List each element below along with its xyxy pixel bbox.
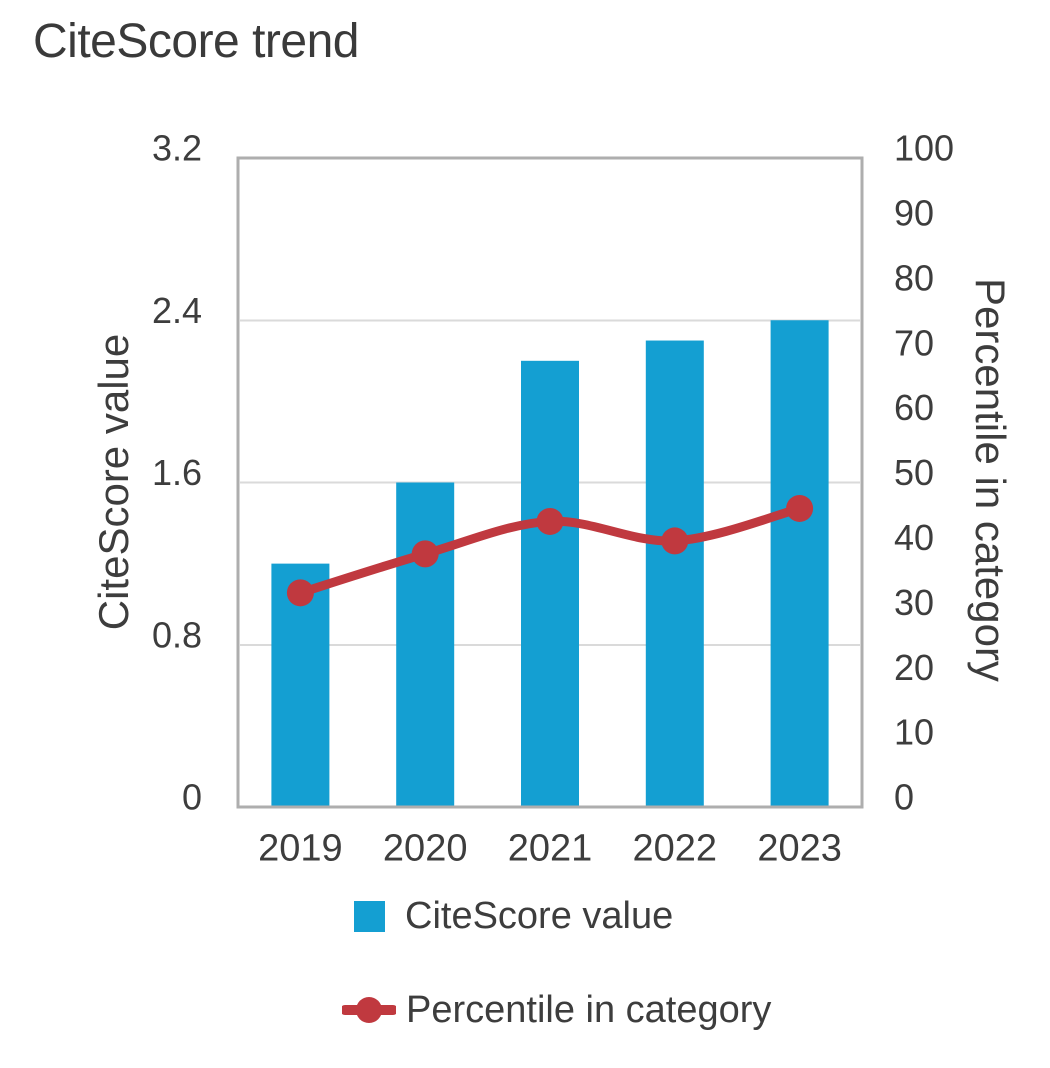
plot-frame [236, 156, 864, 809]
bar-2023[interactable] [770, 320, 829, 806]
right-axis-tick-0: 0 [894, 777, 914, 818]
legend-label-percentile: Percentile in category [406, 988, 772, 1031]
marker-2022[interactable] [661, 527, 689, 555]
x-axis-label-2020: 2020 [383, 827, 468, 869]
bar-2020[interactable] [396, 482, 455, 806]
legend-item-citescore: CiteScore value [354, 892, 673, 940]
right-axis-tick-80: 80 [894, 257, 934, 298]
left-axis-tick-3.2: 3.2 [152, 128, 202, 169]
bar-2022[interactable] [645, 340, 704, 806]
right-axis-tick-40: 40 [894, 517, 934, 558]
right-axis-tick-60: 60 [894, 387, 934, 428]
legend-label-citescore: CiteScore value [405, 894, 674, 937]
left-axis-tick-0.8: 0.8 [152, 614, 202, 655]
line-marker-icon [340, 993, 398, 1027]
marker-2019[interactable] [286, 579, 314, 607]
right-axis-tick-30: 30 [894, 582, 934, 623]
right-axis-tick-100: 100 [894, 128, 954, 169]
left-axis-tick-2.4: 2.4 [152, 290, 202, 331]
right-axis-tick-70: 70 [894, 322, 934, 363]
right-axis-tick-20: 20 [894, 647, 934, 688]
marker-2021[interactable] [536, 507, 564, 535]
left-axis-tick-1.6: 1.6 [152, 452, 202, 493]
x-axis-label-2023: 2023 [757, 827, 842, 869]
marker-2023[interactable] [786, 494, 814, 522]
right-axis-tick-90: 90 [894, 193, 934, 234]
bar-2021[interactable] [521, 360, 579, 806]
legend-item-percentile: Percentile in category [340, 986, 772, 1034]
chart-title: CiteScore trend [33, 15, 360, 68]
x-axis-label-2019: 2019 [258, 827, 343, 869]
x-axis-label-2022: 2022 [633, 827, 718, 869]
bar-swatch-icon [354, 900, 385, 932]
x-axis-label-2021: 2021 [508, 827, 593, 869]
right-axis-tick-50: 50 [894, 452, 934, 493]
marker-2020[interactable] [411, 540, 439, 568]
right-axis-tick-10: 10 [894, 712, 934, 753]
left-axis-tick-0: 0 [182, 777, 202, 818]
